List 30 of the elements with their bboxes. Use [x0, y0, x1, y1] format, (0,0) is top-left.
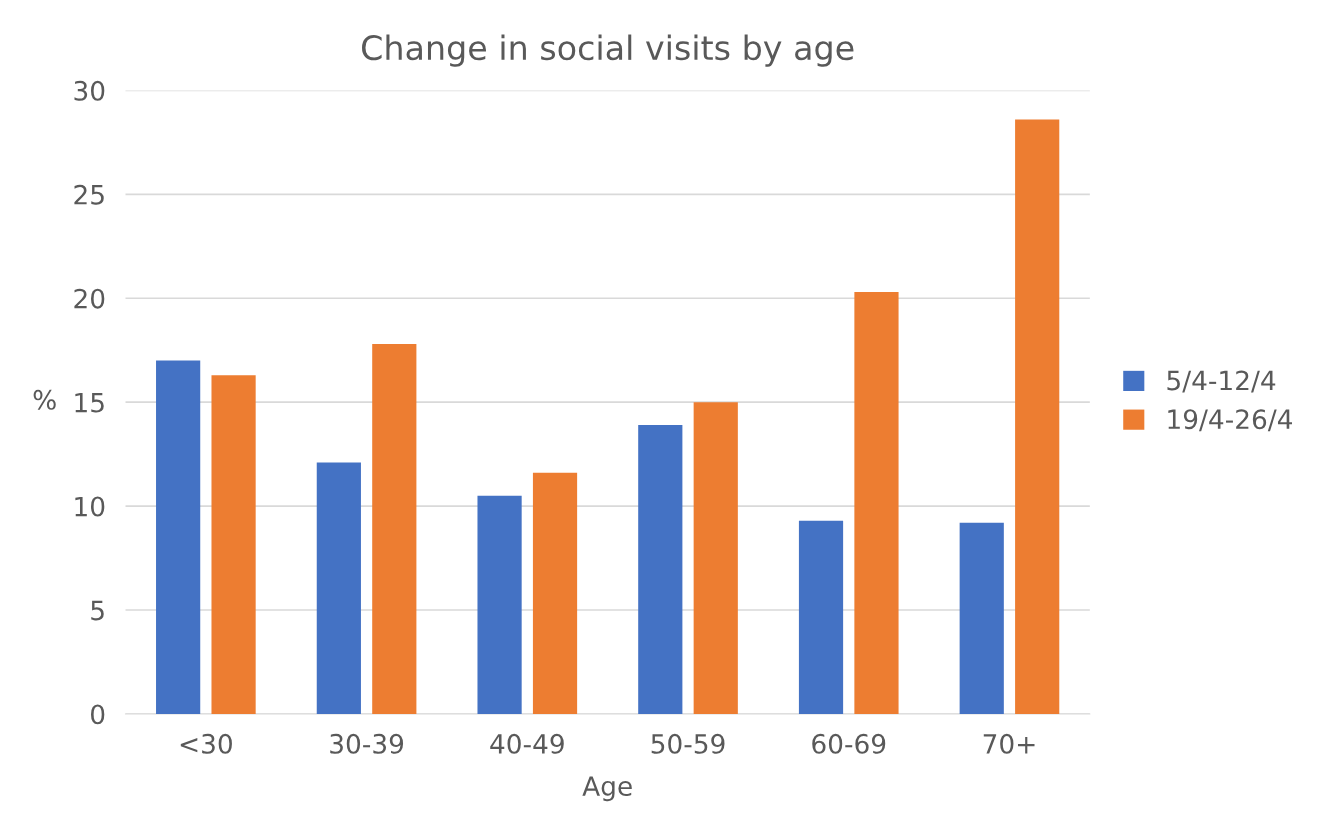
y-tick-label: 0: [91, 704, 105, 725]
x-tick-label: 40-49: [490, 733, 564, 754]
y-tick-label: 5: [91, 600, 104, 621]
x-tick-label: 60-69: [812, 733, 886, 754]
bar: [693, 402, 738, 714]
bar: [211, 375, 256, 714]
y-tick-label: 15: [75, 392, 104, 413]
bar: [372, 343, 417, 714]
legend-label: 5/4-12/4: [1167, 370, 1276, 393]
y-tick-label: 20: [74, 288, 105, 309]
bar: [316, 462, 361, 714]
y-tick-label: 30: [74, 80, 105, 101]
bar: [1015, 119, 1060, 714]
legend-label: 19/4-26/4: [1168, 409, 1292, 432]
y-tick-label: 25: [74, 184, 104, 205]
bar: [477, 495, 522, 714]
x-tick-label: <30: [180, 733, 232, 754]
bar: [959, 522, 1004, 714]
chart-title: Change in social visits by age: [362, 34, 854, 67]
bar: [854, 292, 899, 714]
x-axis-title: Age: [582, 776, 632, 802]
y-axis-title: %: [33, 389, 56, 410]
bar: [156, 360, 201, 714]
bar: [638, 425, 683, 714]
x-tick-label: 50-59: [651, 733, 725, 754]
bar: [532, 472, 578, 714]
bar: [798, 520, 844, 714]
x-tick-label: 70+: [983, 733, 1035, 754]
y-tick-label: 10: [75, 496, 105, 517]
x-tick-label: 30-39: [330, 733, 404, 754]
